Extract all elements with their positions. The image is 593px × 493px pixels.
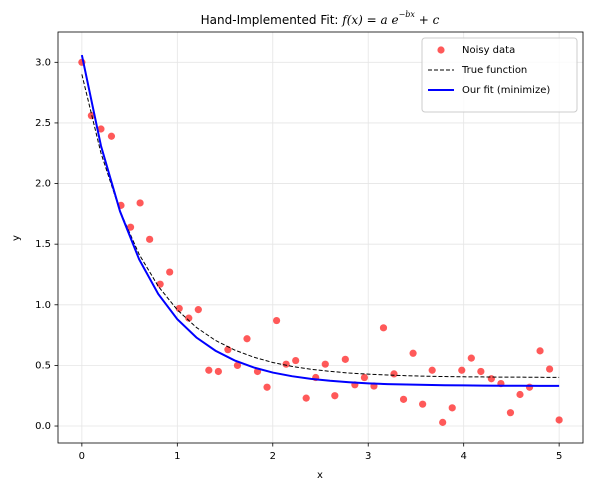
data-point (185, 314, 193, 322)
data-point (107, 132, 116, 140)
data-point (233, 361, 242, 370)
x-tick-label: 2 (270, 451, 276, 462)
data-point (390, 370, 398, 378)
data-point (458, 366, 466, 374)
x-tick-label: 5 (556, 451, 562, 462)
data-point (428, 366, 436, 374)
data-point (263, 383, 271, 391)
data-point (97, 125, 105, 133)
y-tick-label: 2.0 (35, 179, 51, 190)
data-point (146, 235, 154, 243)
legend-label: Our fit (minimize) (462, 85, 550, 96)
data-point (126, 223, 135, 231)
data-point (156, 280, 164, 288)
y-tick-label: 1.5 (35, 239, 51, 250)
data-point (419, 400, 427, 408)
data-point (409, 349, 417, 357)
data-point (341, 355, 349, 363)
data-point (272, 316, 281, 325)
data-point (175, 304, 183, 313)
data-point (487, 375, 495, 383)
y-axis-label: y (11, 235, 22, 241)
data-point (166, 268, 174, 276)
data-point (536, 347, 544, 355)
data-point (555, 416, 563, 424)
legend-label: Noisy data (462, 45, 515, 56)
title-text: Hand-Implemented Fit: (201, 13, 343, 27)
data-point (525, 383, 534, 391)
x-tick-label: 3 (365, 451, 371, 462)
data-point (545, 365, 554, 373)
chart-title: Hand-Implemented Fit: f(x) = a e−bx + c (201, 10, 440, 27)
data-point (399, 395, 408, 403)
title-exponent: −bx (399, 10, 416, 19)
data-point (506, 409, 515, 417)
data-point (516, 390, 524, 399)
data-point (194, 306, 202, 314)
y-tick-label: 0.5 (35, 360, 51, 371)
data-point (205, 366, 213, 374)
x-tick-label: 0 (79, 451, 85, 462)
x-tick-label: 1 (174, 451, 180, 462)
data-point (360, 373, 369, 382)
title-formula: f(x) = a e (341, 13, 398, 27)
data-point (467, 354, 475, 362)
data-point (292, 356, 300, 365)
data-point (282, 360, 290, 368)
x-axis-label: x (317, 470, 323, 481)
legend-marker (437, 46, 445, 54)
data-point (243, 335, 251, 343)
data-point (448, 404, 456, 412)
legend-box (421, 37, 578, 113)
y-tick-label: 3.0 (35, 57, 51, 68)
data-point (331, 392, 339, 400)
data-point (302, 394, 310, 402)
y-tick-label: 1.0 (35, 300, 51, 311)
title-formula-end: + c (415, 13, 440, 27)
data-point (214, 367, 222, 376)
y-tick-label: 0.0 (35, 421, 51, 432)
legend-label: True function (461, 65, 527, 76)
axes-frame (57, 31, 584, 444)
line (80, 54, 560, 387)
data-point (379, 324, 388, 332)
legend: Noisy data True function Our fit (minimize… (421, 37, 578, 113)
line (81, 74, 560, 378)
data-point (136, 199, 144, 207)
data-point (477, 367, 485, 376)
data-point (439, 418, 447, 426)
x-tick-label: 4 (460, 451, 466, 462)
data-point (321, 360, 329, 368)
y-tick-label: 2.5 (35, 118, 51, 129)
